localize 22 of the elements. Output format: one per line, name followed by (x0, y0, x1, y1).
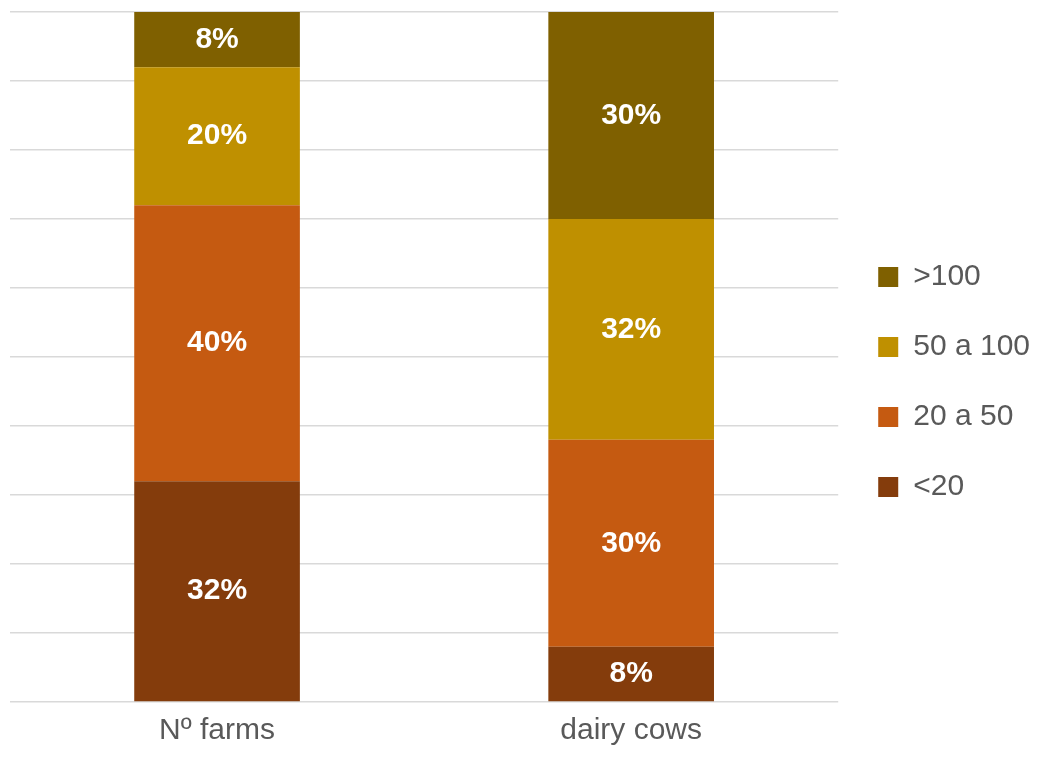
legend-label: 20 a 50 (913, 398, 1014, 432)
legend-label: <20 (913, 468, 965, 502)
bar (134, 205, 300, 482)
bar (548, 12, 714, 219)
data-label: 32% (601, 310, 662, 344)
data-label: 32% (187, 572, 248, 606)
bar (548, 219, 714, 440)
bar (134, 481, 300, 702)
data-label: 40% (187, 324, 248, 358)
legend-label: >100 (913, 258, 981, 292)
bar (548, 439, 714, 647)
bar (134, 67, 300, 206)
x-tick-label: Nº farms (159, 712, 276, 746)
data-label: 20% (187, 117, 248, 151)
data-label: 8% (609, 655, 653, 689)
bar (548, 646, 714, 702)
data-label: 30% (601, 524, 662, 558)
x-tick-label: dairy cows (560, 712, 703, 746)
legend-label: 50 a 100 (913, 328, 1030, 362)
bar (134, 12, 300, 68)
data-label: 30% (601, 96, 662, 130)
data-label: 8% (195, 20, 239, 54)
